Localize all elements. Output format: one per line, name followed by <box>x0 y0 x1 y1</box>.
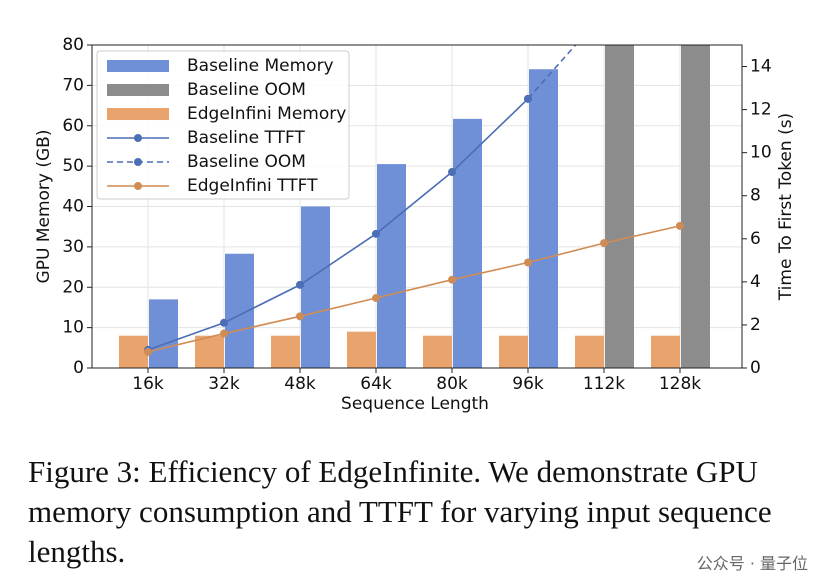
bar <box>149 299 178 368</box>
bar <box>347 331 376 368</box>
bar <box>377 164 406 368</box>
legend-swatch <box>107 108 169 120</box>
point <box>220 318 228 327</box>
point <box>676 221 684 230</box>
y-tick-label: 30 <box>62 237 84 257</box>
line <box>147 98 529 351</box>
x-tick-label: 32k <box>208 374 240 394</box>
bar <box>119 335 148 368</box>
y-tick-label: 20 <box>62 277 84 297</box>
bar <box>499 335 528 368</box>
legend-label: Baseline TTFT <box>187 128 305 148</box>
chart: 0 10 20 30 40 50 60 70 80 0 2 4 6 8 10 12 14 16k 32k 48k 64k… <box>34 9 796 414</box>
legend-swatch <box>107 84 169 96</box>
point <box>372 294 380 303</box>
bar <box>195 335 224 368</box>
legend-label: EdgeInfini Memory <box>187 104 346 124</box>
legend-label: Baseline OOM <box>187 152 306 172</box>
point <box>524 94 532 103</box>
x-tick-label: 80k <box>436 374 468 394</box>
watermark: 公众号 · 量子位 <box>696 554 808 573</box>
x-tick-label: 128k <box>659 374 701 394</box>
legend-swatch <box>134 134 142 142</box>
y2-tick-label: 12 <box>750 100 772 120</box>
x-tick-label: 48k <box>284 374 316 394</box>
x-tick-label: 96k <box>512 374 544 394</box>
point <box>372 229 380 238</box>
y2-tick-label: 2 <box>750 315 761 335</box>
x-tick-label: 112k <box>583 374 625 394</box>
y2-tick-label: 6 <box>750 229 761 249</box>
y2-tick-label: 4 <box>750 272 761 292</box>
y-tick-label: 40 <box>62 197 84 217</box>
legend-swatch <box>134 182 142 190</box>
point <box>524 258 532 267</box>
bar <box>651 335 680 368</box>
point <box>296 280 304 289</box>
y2-tick-label: 10 <box>750 143 772 163</box>
caption: Figure 3: Efficiency of EdgeInfinite. We… <box>28 454 772 569</box>
bar <box>681 45 710 368</box>
x-tick-label: 16k <box>132 374 164 394</box>
y-tick-label: 10 <box>62 318 84 338</box>
legend-swatch <box>134 158 142 166</box>
bar <box>301 206 330 368</box>
point <box>600 9 608 17</box>
bar <box>271 335 300 368</box>
point <box>296 312 304 321</box>
x-tick-label: 64k <box>360 374 392 394</box>
bar <box>529 69 558 368</box>
bar <box>423 335 452 368</box>
line <box>147 225 681 353</box>
legend-label: EdgeInfini TTFT <box>187 176 318 196</box>
x-axis-label: Sequence Length <box>341 394 489 414</box>
plot <box>119 9 710 368</box>
y2-tick-label: 0 <box>750 358 761 378</box>
y-tick-label: 60 <box>62 116 84 136</box>
y2-tick-label: 8 <box>750 186 761 206</box>
point <box>448 275 456 284</box>
y2-axis-label: Time To First Token (s) <box>776 113 796 301</box>
legend-swatch <box>107 60 169 72</box>
bar <box>453 118 482 368</box>
y-tick-label: 80 <box>62 35 84 55</box>
point <box>220 329 228 338</box>
legend-label: Baseline OOM <box>187 80 306 100</box>
y-tick-label: 50 <box>62 156 84 176</box>
bar <box>575 335 604 368</box>
point <box>448 168 456 177</box>
bar <box>605 45 634 368</box>
y-axis-label: GPU Memory (GB) <box>34 130 54 284</box>
legend-label: Baseline Memory <box>187 56 334 76</box>
y-tick-label: 0 <box>73 358 84 378</box>
point <box>144 347 152 356</box>
point <box>600 239 608 248</box>
y2-tick-label: 14 <box>750 57 772 77</box>
y-tick-label: 70 <box>62 75 84 95</box>
